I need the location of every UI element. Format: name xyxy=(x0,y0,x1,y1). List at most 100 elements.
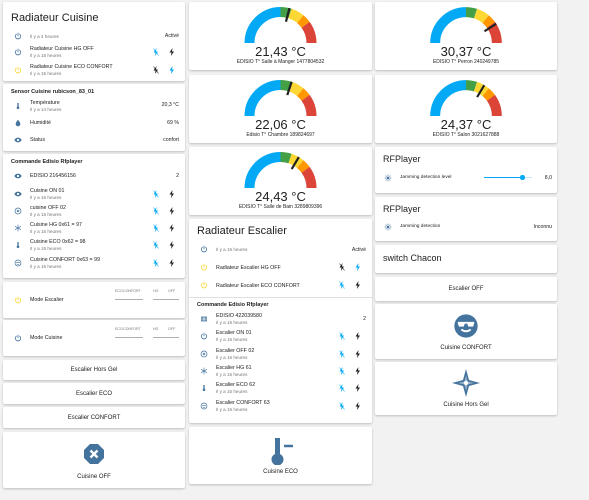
flash-off-icon[interactable] xyxy=(339,350,345,358)
mode-label-confort: CONFORT xyxy=(123,289,141,293)
row-time: Il y a 15 heures xyxy=(30,195,62,200)
gauge-segment xyxy=(244,152,281,189)
snowflake-icon xyxy=(14,224,22,232)
emoticon-cool-icon xyxy=(200,402,208,410)
state-time: Il y a 15 heures xyxy=(216,247,248,252)
eye-icon xyxy=(14,191,22,197)
gauge-segment xyxy=(296,160,310,173)
mode-escalier-card: Mode Escalier ECO CONFORT HG OFF xyxy=(3,282,185,318)
emoticon-cool-icon xyxy=(14,259,22,267)
flash-off-icon[interactable] xyxy=(339,263,345,271)
mode-switch-eco-confort[interactable] xyxy=(115,299,143,300)
escalier-hors-gel-button[interactable]: Escalier Hors Gel xyxy=(3,360,185,380)
state-value: Activé xyxy=(351,247,366,253)
row-time: Il y a 15 heures xyxy=(30,212,62,217)
gauge-card-salle-de-bain: 24,43 °C EDISIO T° Salle de Bain 3289809… xyxy=(189,147,372,215)
flash-icon[interactable] xyxy=(169,241,175,249)
gauge xyxy=(244,152,317,189)
gauge-segment xyxy=(296,88,310,101)
gauge-segment xyxy=(288,8,304,24)
gauge-needle xyxy=(286,81,293,96)
flash-off-icon[interactable] xyxy=(153,190,159,198)
escalier-eco-button[interactable]: Escalier ECO xyxy=(3,383,185,404)
flash-off-icon[interactable] xyxy=(339,367,345,375)
cuisine-confort-button[interactable]: Cuisine CONFORT xyxy=(375,304,557,359)
row-time: Il y a 15 heures xyxy=(216,355,248,360)
row-value: Inconnu xyxy=(533,224,552,230)
gauge-segment xyxy=(430,80,467,117)
flash-icon[interactable] xyxy=(169,259,175,267)
mode-switch-eco-confort[interactable] xyxy=(115,337,143,338)
gauge-needle xyxy=(483,22,497,33)
escalier-off-button[interactable]: Escalier OFF xyxy=(375,277,557,301)
flash-icon[interactable] xyxy=(169,190,175,198)
row-time: Il y a 15 heures xyxy=(216,320,248,325)
flash-icon[interactable] xyxy=(355,402,361,410)
flash-icon[interactable] xyxy=(355,281,361,289)
flash-icon[interactable] xyxy=(355,263,361,271)
cuisine-hors-gel-button[interactable]: Cuisine Hors Gel xyxy=(375,362,557,415)
gauge-label: EDISIO T° Perron 240249785 xyxy=(432,59,500,65)
escalier-confort-button[interactable]: Escalier CONFORT xyxy=(3,407,185,428)
flash-off-icon[interactable] xyxy=(339,332,345,340)
row-name: Status xyxy=(30,137,46,143)
snowflake-icon xyxy=(452,369,480,397)
row-name: Cuisine ECO 0x62 = 98 xyxy=(30,239,86,245)
card-title: Radiateur Cuisine xyxy=(11,12,99,24)
button-label: Escalier ECO xyxy=(75,390,112,397)
slider-track[interactable] xyxy=(484,175,532,180)
row-name: Cuisine CONFORT 0x63 = 99 xyxy=(30,257,101,263)
flash-icon[interactable] xyxy=(355,350,361,358)
flash-off-icon[interactable] xyxy=(339,281,345,289)
gauge-segment xyxy=(482,88,495,101)
row-name: Température xyxy=(30,100,60,106)
flash-icon[interactable] xyxy=(169,207,175,215)
row-name: Humidité xyxy=(30,120,51,126)
slider-thumb[interactable] xyxy=(520,175,525,180)
flash-icon[interactable] xyxy=(169,66,175,74)
close-octagon-icon xyxy=(84,444,104,464)
gauge xyxy=(244,80,317,117)
gauge-segment xyxy=(288,81,304,97)
flash-off-icon[interactable] xyxy=(153,48,159,56)
mode-label-off: OFF xyxy=(168,289,176,293)
gauge-needle xyxy=(476,84,486,98)
divider xyxy=(189,297,372,298)
mode-label-confort: CONFORT xyxy=(123,327,141,331)
flash-icon[interactable] xyxy=(355,367,361,375)
gauge-segment xyxy=(296,15,310,28)
button-label: Cuisine ECO xyxy=(263,469,298,475)
cuisine-off-button[interactable]: Cuisine OFF xyxy=(3,432,185,488)
gauge-label: EDISIO T° Salle de Bain 3289809396 xyxy=(238,204,323,210)
row-name: Escalier ON 01 xyxy=(216,330,252,336)
card-title: Commande Edisio Rfplayer xyxy=(11,159,83,165)
row-time: Il y a 15 heures xyxy=(30,264,62,269)
flash-icon[interactable] xyxy=(169,48,175,56)
state-value: Activé xyxy=(164,33,179,39)
flash-icon[interactable] xyxy=(355,332,361,340)
flash-off-icon[interactable] xyxy=(153,241,159,249)
row-value: 2 xyxy=(363,316,366,322)
card-title: switch Chacon xyxy=(383,253,442,263)
card-title: RFPlayer xyxy=(383,154,421,164)
power-icon xyxy=(14,66,22,74)
close-circle-icon xyxy=(200,350,208,358)
cuisine-eco-button[interactable]: Cuisine ECO xyxy=(189,427,372,484)
flash-icon[interactable] xyxy=(169,224,175,232)
row-time: Il y a 15 heures xyxy=(216,337,248,342)
row-name: Escalier CONFORT 63 xyxy=(216,400,270,406)
row-name: EDISIO 216456156 xyxy=(30,173,76,179)
mode-switch-hg-off[interactable] xyxy=(153,337,179,338)
row-time: Il y a 15 heures xyxy=(30,71,62,76)
flash-off-icon[interactable] xyxy=(153,66,159,74)
row-name: cuisine OFF 02 xyxy=(30,205,66,211)
gauge-segment xyxy=(473,8,489,24)
flash-off-icon[interactable] xyxy=(153,207,159,215)
flash-off-icon[interactable] xyxy=(153,259,159,267)
flash-off-icon[interactable] xyxy=(339,384,345,392)
flash-icon[interactable] xyxy=(355,384,361,392)
flash-off-icon[interactable] xyxy=(339,402,345,410)
mode-switch-hg-off[interactable] xyxy=(153,299,179,300)
slider-value: 8,0 xyxy=(544,175,552,181)
flash-off-icon[interactable] xyxy=(153,224,159,232)
